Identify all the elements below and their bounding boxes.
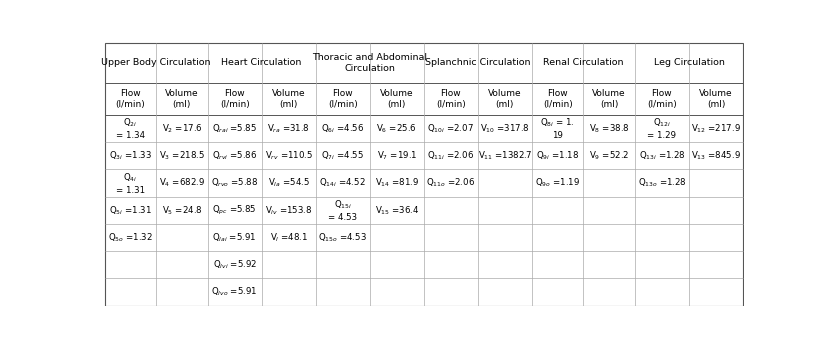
Text: Leg Circulation: Leg Circulation: [653, 58, 724, 67]
Text: Flow
(l/min): Flow (l/min): [436, 89, 466, 109]
Text: V$_{lv}$ =153.8: V$_{lv}$ =153.8: [265, 204, 313, 216]
Text: V$_4$ =682.9: V$_4$ =682.9: [159, 177, 205, 189]
Text: Q$_{5i}$ =1.31: Q$_{5i}$ =1.31: [109, 204, 152, 216]
Text: Q$_{4i}$
= 1.31: Q$_{4i}$ = 1.31: [116, 171, 145, 195]
Text: Q$_{9i}$ =1.18: Q$_{9i}$ =1.18: [536, 150, 580, 162]
Text: V$_9$ =52.2: V$_9$ =52.2: [589, 150, 629, 162]
Text: V$_{14}$ =81.9: V$_{14}$ =81.9: [375, 177, 419, 189]
Text: Q$_{rai}$ =5.85: Q$_{rai}$ =5.85: [212, 122, 257, 135]
Text: V$_l$ =48.1: V$_l$ =48.1: [270, 231, 308, 244]
Text: Q$_{11i}$ =2.06: Q$_{11i}$ =2.06: [428, 150, 475, 162]
Text: Volume
(ml): Volume (ml): [380, 89, 414, 109]
Text: V$_5$ =24.8: V$_5$ =24.8: [161, 204, 202, 216]
Text: V$_{rv}$ =110.5: V$_{rv}$ =110.5: [265, 150, 313, 162]
Text: Q$_{rvi}$ =5.86: Q$_{rvi}$ =5.86: [212, 150, 257, 162]
Text: Q$_{2i}$
= 1.34: Q$_{2i}$ = 1.34: [116, 117, 145, 140]
Text: Q$_{10i}$ =2.07: Q$_{10i}$ =2.07: [428, 122, 475, 135]
Text: Flow
(l/min): Flow (l/min): [116, 89, 146, 109]
Text: Q$_{12i}$
= 1.29: Q$_{12i}$ = 1.29: [648, 117, 676, 140]
Text: Q$_{lai}$ =5.91: Q$_{lai}$ =5.91: [213, 231, 257, 244]
Text: Volume
(ml): Volume (ml): [272, 89, 305, 109]
Text: Q$_{6i}$ =4.56: Q$_{6i}$ =4.56: [321, 122, 365, 135]
Text: V$_{ra}$ =31.8: V$_{ra}$ =31.8: [267, 122, 310, 135]
Text: Heart Circulation: Heart Circulation: [222, 58, 302, 67]
Text: Q$_{lvi}$ =5.92: Q$_{lvi}$ =5.92: [213, 259, 256, 271]
Text: Flow
(l/min): Flow (l/min): [220, 89, 250, 109]
Text: Upper Body Circulation: Upper Body Circulation: [102, 58, 211, 67]
Text: Volume
(ml): Volume (ml): [592, 89, 626, 109]
Text: Q$_{3i}$ =1.33: Q$_{3i}$ =1.33: [109, 150, 152, 162]
Text: Thoracic and Abdominal
Circulation: Thoracic and Abdominal Circulation: [313, 53, 428, 73]
Text: Volume
(ml): Volume (ml): [165, 89, 198, 109]
Text: Q$_{5o}$ =1.32: Q$_{5o}$ =1.32: [108, 231, 153, 244]
Text: Renal Circulation: Renal Circulation: [543, 58, 624, 67]
Text: Flow
(l/min): Flow (l/min): [543, 89, 572, 109]
Text: Q$_{11o}$ =2.06: Q$_{11o}$ =2.06: [426, 177, 476, 189]
Text: V$_{10}$ =317.8: V$_{10}$ =317.8: [480, 122, 530, 135]
Text: V$_{13}$ =845.9: V$_{13}$ =845.9: [691, 150, 741, 162]
Text: Q$_{13i}$ =1.28: Q$_{13i}$ =1.28: [638, 150, 686, 162]
Text: Flow
(l/min): Flow (l/min): [647, 89, 676, 109]
Text: Q$_{15o}$ =4.53: Q$_{15o}$ =4.53: [318, 231, 367, 244]
Text: Q$_{lvo}$ =5.91: Q$_{lvo}$ =5.91: [212, 286, 258, 298]
Text: Q$_{rvo}$ =5.88: Q$_{rvo}$ =5.88: [211, 177, 258, 189]
Text: Q$_{pc}$ =5.85: Q$_{pc}$ =5.85: [213, 204, 257, 217]
Text: Q$_{8i}$ = 1.
19: Q$_{8i}$ = 1. 19: [540, 117, 575, 140]
Text: Q$_{9o}$ =1.19: Q$_{9o}$ =1.19: [535, 177, 581, 189]
Text: V$_{15}$ =36.4: V$_{15}$ =36.4: [375, 204, 419, 216]
Text: Splanchnic Circulation: Splanchnic Circulation: [425, 58, 531, 67]
Text: V$_2$ =17.6: V$_2$ =17.6: [161, 122, 203, 135]
Text: V$_6$ =25.6: V$_6$ =25.6: [376, 122, 417, 135]
Text: V$_8$ =38.8: V$_8$ =38.8: [589, 122, 629, 135]
Text: Q$_{7i}$ =4.55: Q$_{7i}$ =4.55: [321, 150, 364, 162]
Text: V$_{12}$ =217.9: V$_{12}$ =217.9: [691, 122, 741, 135]
Text: V$_3$ =218.5: V$_3$ =218.5: [159, 150, 205, 162]
Text: Q$_{15i}$
= 4.53: Q$_{15i}$ = 4.53: [328, 198, 357, 222]
Text: V$_7$ =19.1: V$_7$ =19.1: [376, 150, 417, 162]
Text: Q$_{13o}$ =1.28: Q$_{13o}$ =1.28: [638, 177, 686, 189]
Text: V$_{11}$ =1382.7: V$_{11}$ =1382.7: [477, 150, 533, 162]
Text: Flow
(l/min): Flow (l/min): [327, 89, 357, 109]
Text: Volume
(ml): Volume (ml): [488, 89, 522, 109]
Text: Q$_{14i}$ =4.52: Q$_{14i}$ =4.52: [319, 177, 366, 189]
Text: Volume
(ml): Volume (ml): [699, 89, 733, 109]
Text: V$_{la}$ =54.5: V$_{la}$ =54.5: [268, 177, 309, 189]
